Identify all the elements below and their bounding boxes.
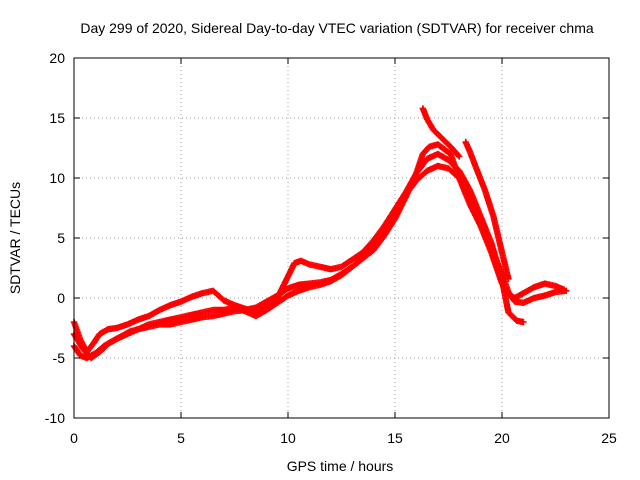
series-track-d <box>419 105 463 160</box>
axes: 0 5 10 15 20 25 -10 -5 0 5 10 15 20 <box>45 50 617 446</box>
x-axis-label: GPS time / hours <box>287 458 394 474</box>
x-tick-label: 10 <box>280 430 296 446</box>
series-track-e <box>462 138 512 282</box>
data-point <box>563 287 570 294</box>
y-tick-label: 5 <box>57 230 65 246</box>
x-tick-label: 15 <box>387 430 403 446</box>
series-track-c <box>70 162 570 362</box>
x-tick-label: 25 <box>601 430 617 446</box>
y-tick-label: -5 <box>53 350 66 366</box>
y-axis-label: SDTVAR / TECUs <box>7 182 23 294</box>
x-tick-label: 20 <box>494 430 510 446</box>
y-tick-label: 20 <box>49 50 65 66</box>
data-point <box>456 153 463 160</box>
y-tick-label: 0 <box>57 290 65 306</box>
data-points <box>70 105 570 362</box>
data-point <box>505 275 512 282</box>
data-point <box>455 152 462 159</box>
x-tick-label: 5 <box>177 430 185 446</box>
y-tick-label: 15 <box>49 110 65 126</box>
grid-lines <box>74 58 609 418</box>
x-tick-label: 0 <box>70 430 78 446</box>
y-tick-label: 10 <box>49 170 65 186</box>
data-point <box>520 318 527 326</box>
y-tick-label: -10 <box>45 410 65 426</box>
chart-title: Day 299 of 2020, Sidereal Day-to-day VTE… <box>80 20 593 36</box>
